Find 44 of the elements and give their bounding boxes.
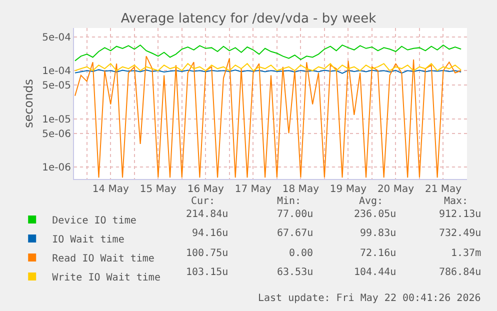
text: 236.05u <box>354 209 396 220</box>
x-tick-label: 15 May <box>140 184 177 195</box>
line-series <box>74 44 462 62</box>
y-tick-label: 5e-05 <box>42 80 71 92</box>
legend-label: Device IO time <box>52 215 136 226</box>
chart-title: Average latency for /dev/vda - by week <box>120 12 377 27</box>
text: 0.00 <box>289 248 314 259</box>
legend-label: IO Wait time <box>52 234 124 246</box>
text: 99.83u <box>360 228 396 239</box>
text: Avg: <box>359 196 384 207</box>
text: Cur: <box>191 196 216 207</box>
text: 100.75u <box>186 248 228 259</box>
text: Last update: Fri May 22 00:41:26 2026 <box>258 293 481 304</box>
y-tick-label: 1e-05 <box>42 114 71 126</box>
text: 104.44u <box>354 267 396 278</box>
text: 94.16u <box>192 228 228 239</box>
x-tick-label: 18 May <box>282 184 320 195</box>
x-tick-label: 14 May <box>92 184 129 195</box>
legend-label: Write IO Wait time <box>52 272 160 284</box>
x-tick-label: 20 May <box>377 184 414 195</box>
y-tick-label: 1e-06 <box>42 162 71 174</box>
text: Min: <box>277 196 302 207</box>
text: 214.84u <box>186 209 228 220</box>
text: Max: <box>444 196 468 207</box>
text: 732.49u <box>439 228 482 239</box>
text: 67.67u <box>277 228 314 239</box>
x-tick-label: 21 May <box>424 184 462 195</box>
x-tick-label: 17 May <box>234 184 272 195</box>
x-tick-label: 16 May <box>187 184 224 195</box>
y-axis-title: seconds <box>21 78 36 128</box>
line-series <box>74 63 462 72</box>
text: 77.00u <box>277 209 314 220</box>
text: 912.13u <box>439 209 482 220</box>
text: 103.15u <box>186 267 228 278</box>
x-tick-label: 19 May <box>330 184 367 195</box>
legend-label: Read IO Wait time <box>52 253 154 264</box>
text: 63.53u <box>277 267 314 278</box>
text: 1.37m <box>451 248 482 259</box>
y-tick-label: 5e-04 <box>42 32 71 44</box>
text: 72.16u <box>360 248 396 259</box>
text: 786.84u <box>439 267 482 278</box>
y-tick-label: 5e-06 <box>42 128 71 140</box>
y-tick-label: 1e-04 <box>42 66 71 78</box>
line-series <box>74 56 462 178</box>
